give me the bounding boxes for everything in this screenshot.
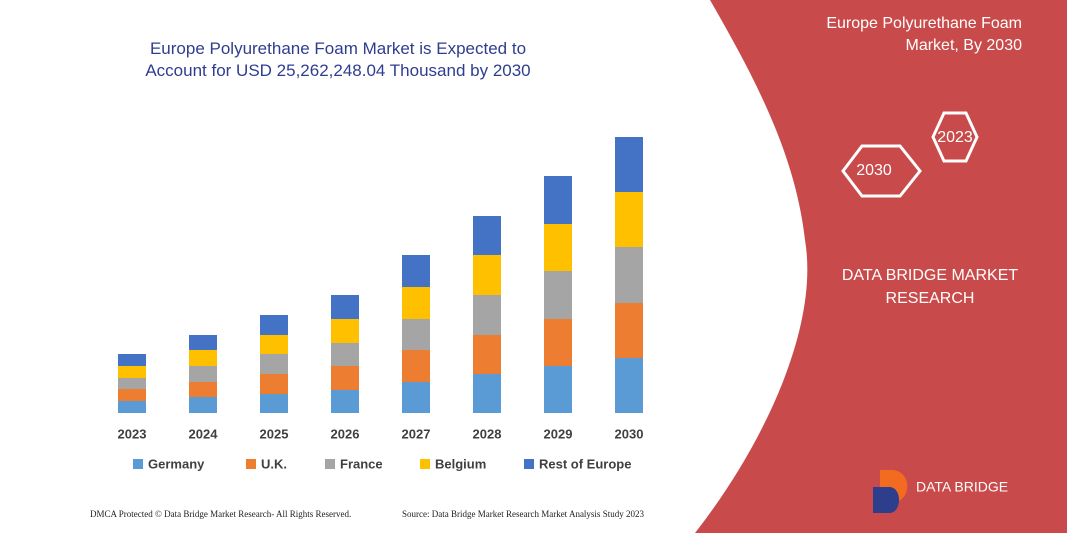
x-tick-label: 2026 <box>331 426 360 441</box>
footer-right: Source: Data Bridge Market Research Mark… <box>402 509 644 519</box>
brand: DATA BRIDGE MARKET RESEARCH <box>841 267 1019 307</box>
bar-segment <box>260 354 288 374</box>
legend-swatch <box>133 459 143 469</box>
x-tick-label: 2029 <box>544 426 573 441</box>
legend-label: Rest of Europe <box>539 456 631 471</box>
hexagon <box>841 144 922 198</box>
bar-segment <box>189 350 217 366</box>
bar-segment <box>402 382 430 413</box>
bar-segment <box>402 255 430 287</box>
bar-segment <box>544 319 572 366</box>
x-tick-label: 2023 <box>118 426 147 441</box>
bar-segment <box>544 366 572 413</box>
hexagon-label: 2023 <box>937 129 973 146</box>
bar-segment <box>402 350 430 382</box>
legend-swatch <box>246 459 256 469</box>
x-tick-label: 2025 <box>260 426 289 441</box>
bar-segment <box>473 255 501 295</box>
bar-segment <box>615 192 643 247</box>
bar-segment <box>473 295 501 335</box>
bar-segment <box>331 343 359 366</box>
bar-segment <box>118 366 146 378</box>
bar-segment <box>118 389 146 401</box>
bar-segment <box>260 315 288 335</box>
hexagon <box>931 111 979 163</box>
bar-segment <box>331 366 359 390</box>
bar-segment <box>402 287 430 319</box>
panel-title: Europe Polyurethane Foam Market, By 2030 <box>826 15 1022 54</box>
hexagon-label: 2030 <box>856 162 892 179</box>
logo-text: DATA BRIDGE <box>916 479 1008 495</box>
bar-segment <box>615 137 643 192</box>
bar-segment <box>189 335 217 350</box>
legend-label: France <box>340 456 383 471</box>
bar-segment <box>189 397 217 413</box>
bar-segment <box>473 374 501 413</box>
bar-segment <box>118 401 146 413</box>
bar-segment <box>473 216 501 255</box>
bar-segment <box>260 394 288 413</box>
bar-segment <box>544 176 572 224</box>
bar-segment <box>260 374 288 394</box>
bar-segment <box>331 390 359 413</box>
x-tick-label: 2024 <box>189 426 219 441</box>
x-tick-label: 2030 <box>615 426 644 441</box>
bar-segment <box>473 335 501 374</box>
bar-segment <box>615 358 643 413</box>
x-tick-label: 2028 <box>473 426 502 441</box>
legend-label: Germany <box>148 456 205 471</box>
bar-segment <box>402 319 430 350</box>
bar-segment <box>615 247 643 303</box>
bar-segment <box>118 354 146 366</box>
bar-segment <box>331 319 359 343</box>
bar-segment <box>331 295 359 319</box>
legend-label: U.K. <box>261 456 287 471</box>
legend-swatch <box>325 459 335 469</box>
bar-segment <box>544 224 572 271</box>
bar-segment <box>615 303 643 358</box>
legend-swatch <box>420 459 430 469</box>
bar-segment <box>189 366 217 382</box>
chart-title: Europe Polyurethane Foam Market is Expec… <box>145 39 531 80</box>
footer-left: DMCA Protected © Data Bridge Market Rese… <box>90 509 352 519</box>
bar-segment <box>260 335 288 354</box>
legend-swatch <box>524 459 534 469</box>
x-tick-label: 2027 <box>402 426 431 441</box>
legend-label: Belgium <box>435 456 486 471</box>
chart: 2023 2024 2025 2026 2027 2028 2029 2030 Germany U… <box>118 137 644 471</box>
logo-icon <box>873 487 899 513</box>
bar-segment <box>118 378 146 389</box>
bar-segment <box>544 271 572 319</box>
bar-segment <box>189 382 217 397</box>
